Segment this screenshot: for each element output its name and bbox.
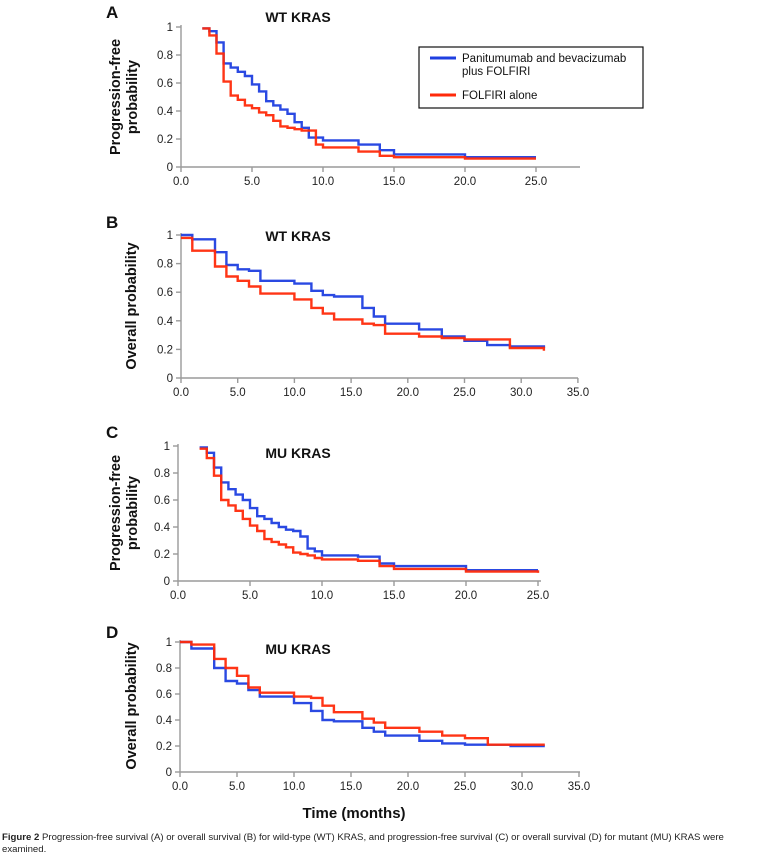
y-axis-label-line: probability: [125, 60, 141, 134]
y-tick-label: 0.8: [154, 468, 170, 480]
series-line-folfiri-alone: [199, 447, 540, 573]
panel-c: C MU KRAS Progression-freeprobability 0 0.2 0…: [106, 423, 549, 602]
series-line-panitumumab-bevacizumab-folfiri: [202, 27, 536, 159]
panel-b: B WT KRAS Overall probability 0 0.2 0.4 0.6 0.8…: [106, 213, 589, 399]
y-axis-label-line: probability: [125, 476, 141, 550]
y-tick-label: 0.2: [157, 344, 173, 356]
y-tick-label: 0.4: [157, 316, 174, 328]
x-tick-label: 35.0: [567, 387, 589, 399]
x-tick-label: 20.0: [397, 781, 419, 793]
panel-d: D MU KRAS Overall probability 0 0.2 0.4 0.6 0.8…: [106, 623, 590, 822]
y-tick-label: 0: [167, 162, 173, 174]
x-tick-label: 25.0: [454, 781, 476, 793]
y-tick-label: 0: [164, 576, 170, 588]
legend-label-panitumumab: Panitumumab and bevacizumab: [462, 53, 626, 65]
panel-letter: A: [106, 3, 118, 22]
x-tick-label: 20.0: [454, 176, 476, 188]
x-tick-label: 15.0: [340, 387, 362, 399]
y-axis-label-line: Overall probability: [124, 242, 140, 369]
x-tick-label: 35.0: [568, 781, 590, 793]
y-tick-label: 0.4: [156, 715, 173, 727]
panel-title: WT KRAS: [265, 228, 330, 244]
panel-title: MU KRAS: [265, 445, 330, 461]
y-axis-label-line: Progression-free: [108, 455, 124, 571]
x-tick-label: 30.0: [510, 387, 532, 399]
y-tick-label: 0: [166, 767, 172, 779]
x-tick-label: 0.0: [173, 387, 189, 399]
x-tick-label: 15.0: [383, 590, 405, 602]
y-axis-label: Overall probability: [124, 242, 140, 369]
y-tick-label: 0.4: [154, 522, 171, 534]
panel-title: MU KRAS: [265, 641, 330, 657]
y-tick-label: 1: [167, 22, 173, 34]
series-line-panitumumab-bevacizumab-folfiri: [199, 446, 538, 572]
y-tick-label: 1: [164, 441, 170, 453]
y-tick-label: 0.2: [156, 741, 172, 753]
y-tick-label: 0.2: [154, 549, 170, 561]
panel-a: A WT KRAS Progression-freeprobability 0 0.2 0…: [106, 3, 580, 188]
series-line-panitumumab-bevacizumab-folfiri: [180, 640, 545, 748]
figure-caption: Figure 2 Progression-free survival (A) o…: [2, 832, 754, 856]
panel-letter: B: [106, 213, 118, 232]
panel-title: WT KRAS: [265, 9, 330, 25]
x-tick-label: 30.0: [511, 781, 533, 793]
x-tick-label: 15.0: [340, 781, 362, 793]
legend-label-folfiri: FOLFIRI alone: [462, 90, 537, 102]
y-tick-label: 0: [167, 373, 173, 385]
x-tick-label: 0.0: [173, 176, 189, 188]
y-axis-label-line: Progression-free: [108, 39, 124, 155]
x-tick-label: 10.0: [312, 176, 334, 188]
x-tick-label: 10.0: [283, 387, 305, 399]
x-tick-label: 25.0: [527, 590, 549, 602]
legend-box: [418, 46, 644, 109]
y-tick-label: 0.6: [154, 495, 170, 507]
caption-label: Figure 2: [2, 832, 40, 843]
x-tick-label: 5.0: [229, 781, 245, 793]
y-tick-label: 0.6: [156, 689, 172, 701]
x-tick-label: 15.0: [383, 176, 405, 188]
series-line-panitumumab-bevacizumab-folfiri: [181, 233, 546, 348]
x-tick-label: 10.0: [283, 781, 305, 793]
y-axis-label: Progression-freeprobability: [108, 455, 141, 571]
x-tick-label: 5.0: [244, 176, 260, 188]
x-tick-label: 20.0: [455, 590, 477, 602]
y-tick-label: 0.6: [157, 287, 173, 299]
y-tick-label: 0.8: [157, 259, 173, 271]
legend-label-panitumumab: plus FOLFIRI: [462, 66, 530, 78]
y-axis-label: Progression-freeprobability: [108, 39, 141, 155]
panel-letter: C: [106, 423, 118, 442]
x-tick-label: 0.0: [172, 781, 188, 793]
x-tick-label: 0.0: [170, 590, 186, 602]
x-tick-label: 5.0: [230, 387, 246, 399]
series-line-folfiri-alone: [202, 27, 536, 160]
caption-text: Progression-free survival (A) or overall…: [2, 832, 724, 855]
x-tick-label: 5.0: [242, 590, 258, 602]
y-axis-label: Overall probability: [124, 642, 140, 769]
x-tick-label: 20.0: [397, 387, 419, 399]
y-tick-label: 0.8: [157, 50, 173, 62]
y-tick-label: 0.8: [156, 663, 172, 675]
y-tick-label: 0.6: [157, 78, 173, 90]
y-tick-label: 0.2: [157, 134, 173, 146]
x-tick-label: 10.0: [311, 590, 333, 602]
y-tick-label: 0.4: [157, 106, 174, 118]
series-line-folfiri-alone: [181, 236, 546, 351]
x-tick-label: 25.0: [453, 387, 475, 399]
x-tick-label: 25.0: [525, 176, 547, 188]
y-tick-label: 1: [166, 637, 172, 649]
panel-letter: D: [106, 623, 118, 642]
series-line-folfiri-alone: [180, 640, 545, 746]
y-axis-label-line: Overall probability: [124, 642, 140, 769]
x-axis-label: Time (months): [302, 805, 405, 822]
y-tick-label: 1: [167, 230, 173, 242]
